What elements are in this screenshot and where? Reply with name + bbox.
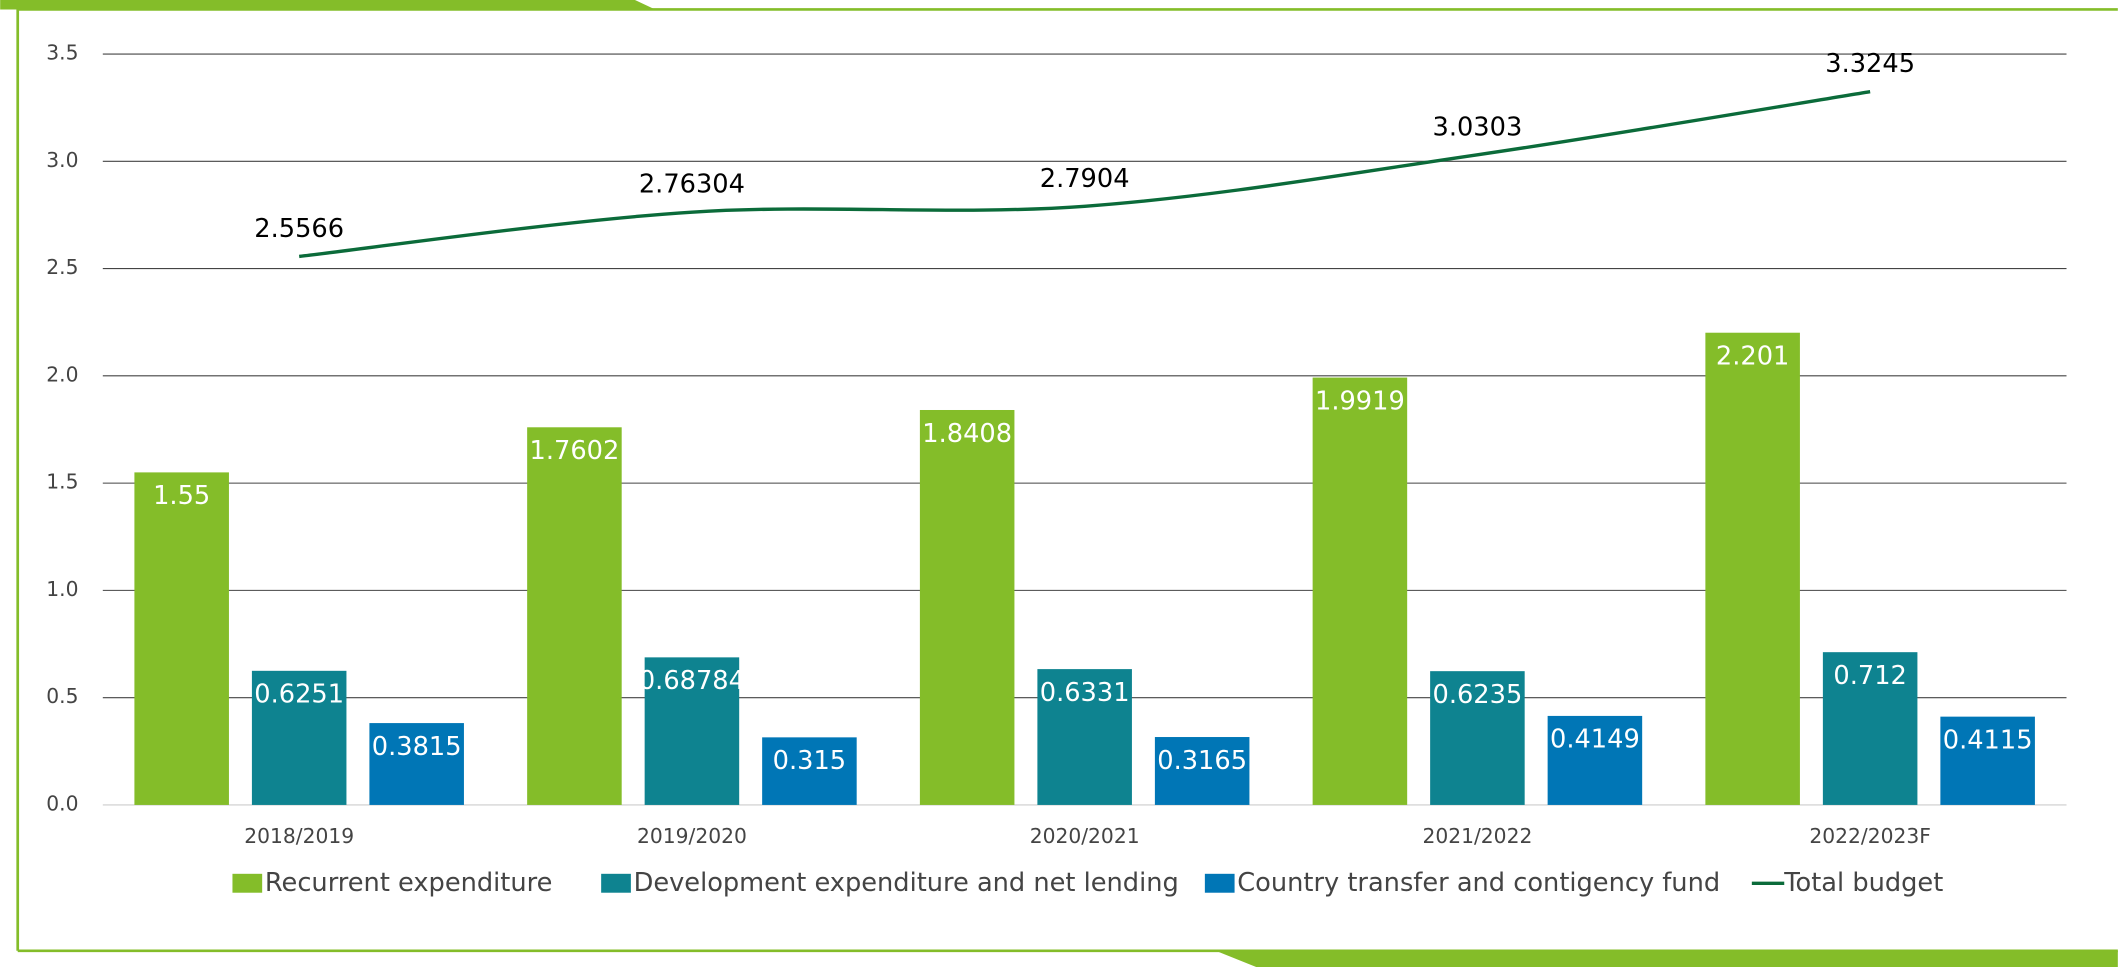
data-label: 3.0303 — [1433, 112, 1523, 142]
legend-label: Development expenditure and net lending — [634, 868, 1179, 898]
legend-swatch — [1204, 873, 1235, 893]
x-tick-label: 2022/2023F — [1809, 824, 1931, 848]
bar — [762, 737, 857, 805]
y-tick-label: 3.0 — [46, 148, 78, 172]
bar — [1705, 332, 1800, 805]
x-tick-label: 2021/2022 — [1422, 824, 1532, 848]
data-label: 0.6235 — [1433, 680, 1523, 710]
bar — [919, 409, 1015, 805]
x-tick-label: 2019/2020 — [637, 824, 747, 848]
y-tick-label: 3.5 — [46, 41, 78, 65]
data-label: 1.8408 — [922, 419, 1012, 449]
legend-label: Recurrent expenditure — [265, 868, 553, 898]
data-label: 0.6251 — [254, 680, 344, 710]
y-tick-label: 2.5 — [46, 255, 78, 279]
legend-label: Country transfer and contigency fund — [1237, 868, 1720, 898]
data-label: 0.68784 — [639, 666, 745, 696]
y-tick-label: 2.0 — [46, 362, 78, 386]
data-label: 2.7904 — [1040, 164, 1130, 194]
data-label: 0.712 — [1833, 661, 1906, 691]
frame-accent-bottom — [1215, 950, 2118, 967]
data-label: 1.7602 — [530, 436, 620, 466]
bar — [251, 670, 347, 805]
data-label: 0.6331 — [1040, 678, 1130, 708]
y-tick-label: 1.5 — [46, 470, 78, 494]
y-tick-label: 0.0 — [46, 791, 78, 815]
data-label: 1.55 — [153, 481, 210, 511]
line — [298, 90, 1871, 259]
bar — [134, 472, 229, 805]
bar — [1312, 377, 1408, 805]
bar — [527, 427, 622, 805]
bar — [369, 723, 464, 805]
data-label: 1.9919 — [1315, 386, 1405, 416]
y-tick-label: 1.0 — [46, 577, 78, 601]
bar — [1430, 671, 1525, 805]
data-label: 0.4115 — [1943, 725, 2033, 755]
data-label: 0.315 — [773, 746, 846, 776]
legend-swatch — [601, 873, 631, 893]
data-label: 0.3165 — [1157, 746, 1247, 776]
bar — [1037, 669, 1132, 805]
frame-accent-top — [0, 0, 656, 10]
x-tick-label: 2018/2019 — [244, 824, 354, 848]
legend-swatch — [232, 873, 263, 893]
bar — [1154, 737, 1250, 805]
bar — [1940, 716, 2035, 805]
data-label: 2.76304 — [639, 170, 745, 200]
bar — [1822, 652, 1918, 805]
legend-label: Total budget — [1783, 868, 1943, 898]
data-label: 0.4149 — [1550, 725, 1640, 755]
x-tick-label: 2020/2021 — [1030, 824, 1140, 848]
bar — [644, 657, 740, 805]
bar — [1547, 715, 1643, 805]
data-label: 2.5566 — [254, 214, 344, 244]
y-tick-label: 0.5 — [46, 684, 78, 708]
data-label: 2.201 — [1716, 342, 1789, 372]
data-label: 0.3815 — [372, 732, 462, 762]
data-label: 3.3245 — [1825, 49, 1915, 79]
